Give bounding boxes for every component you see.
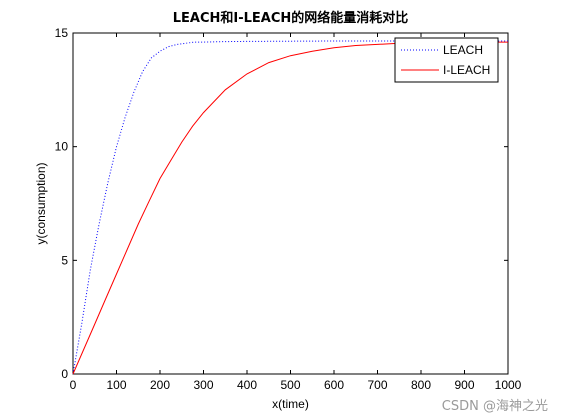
- x-tick-label: 1000: [495, 378, 522, 392]
- y-tick-label: 15: [55, 26, 69, 40]
- watermark: CSDN @海神之光: [442, 399, 548, 414]
- x-axis-label: x(time): [272, 397, 309, 411]
- x-tick-label: 100: [106, 378, 126, 392]
- plot-area: [72, 32, 509, 375]
- y-axis-label: y(consumption): [34, 162, 48, 244]
- x-tick-label: 400: [237, 378, 257, 392]
- chart-title: LEACH和I-LEACH的网络能量消耗对比: [173, 10, 409, 26]
- y-tick-label: 5: [61, 253, 68, 267]
- x-tick-label: 900: [454, 378, 474, 392]
- legend-label: LEACH: [443, 43, 483, 57]
- y-tick-label: 0: [61, 367, 68, 381]
- x-tick-label: 500: [280, 378, 300, 392]
- x-tick-label: 600: [324, 378, 344, 392]
- x-tick-label: 800: [411, 378, 431, 392]
- x-tick-label: 0: [70, 378, 77, 392]
- x-tick-label: 200: [150, 378, 170, 392]
- legend: LEACH I-LEACH: [394, 37, 499, 83]
- x-tick-label: 700: [367, 378, 387, 392]
- axis-ticks: 0 100 200 300 400 500 600 700 800 900 1000 0 5 10 15: [55, 26, 522, 392]
- legend-label: I-LEACH: [443, 63, 490, 77]
- x-tick-label: 300: [193, 378, 213, 392]
- y-tick-label: 10: [55, 140, 69, 154]
- legend-box: [394, 37, 499, 83]
